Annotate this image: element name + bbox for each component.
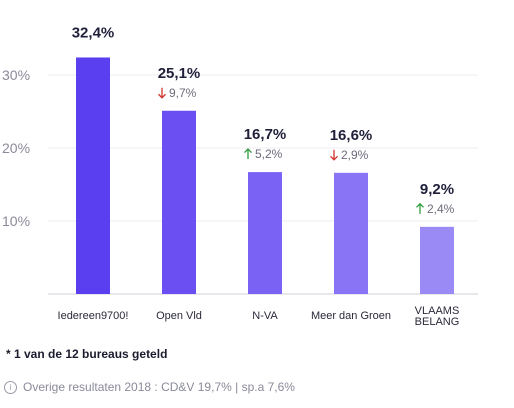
value-label: 16,7% <box>244 126 287 143</box>
value-label: 9,2% <box>420 181 454 198</box>
bar-chart: 10% 20% 30% 32,4% Iedereen9700! 9,7% 25,1% Open… <box>2 24 478 328</box>
bar <box>334 172 368 294</box>
x-tick-label: Open Vld <box>156 310 202 322</box>
x-tick-label: N-VA <box>252 310 278 322</box>
info-icon: i <box>4 380 17 394</box>
bar <box>248 172 282 294</box>
change-label: 2,9% <box>341 148 369 162</box>
bar <box>76 57 110 295</box>
x-tick-label: VLAAMS <box>415 305 460 317</box>
value-label: 32,4% <box>72 24 115 41</box>
change-label: 2,4% <box>427 202 455 216</box>
arrow-down-icon <box>330 149 338 161</box>
y-tick-label: 10% <box>2 213 30 229</box>
arrow-up-icon <box>244 148 252 160</box>
arrow-down-icon <box>158 87 166 99</box>
y-tick-label: 20% <box>2 140 30 156</box>
x-tick-label: Iedereen9700! <box>58 310 129 322</box>
change-label: 9,7% <box>169 86 197 100</box>
info-note: i Overige resultaten 2018 : CD&V 19,7% |… <box>4 380 295 394</box>
arrow-up-icon <box>416 202 424 214</box>
y-tick-label: 30% <box>2 67 30 83</box>
footnote: * 1 van de 12 bureaus geteld <box>6 347 168 361</box>
change-label: 5,2% <box>255 147 283 161</box>
x-tick-label: Meer dan Groen <box>311 310 391 322</box>
bar <box>162 110 196 295</box>
x-tick-label: BELANG <box>415 316 460 328</box>
value-label: 16,6% <box>330 127 373 144</box>
value-label: 25,1% <box>158 65 201 82</box>
bar <box>420 226 454 294</box>
info-text: Overige resultaten 2018 : CD&V 19,7% | s… <box>23 380 295 394</box>
